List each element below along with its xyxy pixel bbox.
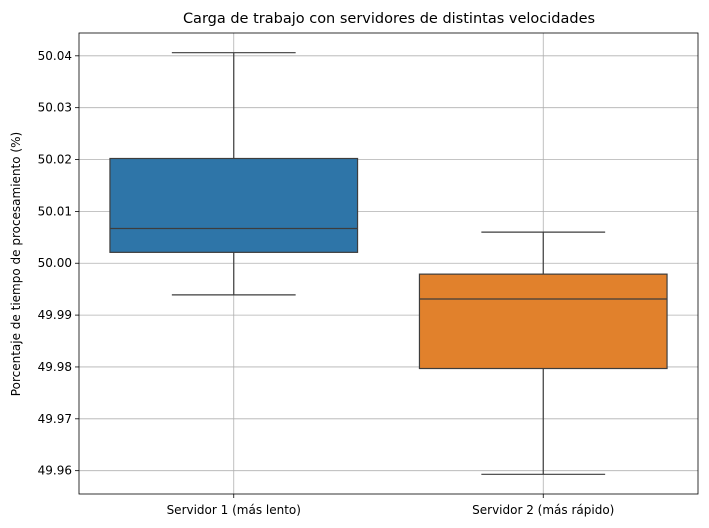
x-tick-label: Servidor 2 (más rápido) — [472, 503, 614, 517]
box-2 — [418, 231, 668, 475]
y-tick-label: 50.02 — [38, 153, 72, 167]
y-tick-label: 50.04 — [38, 49, 72, 63]
y-tick-label: 50.03 — [38, 101, 72, 115]
y-tick-label: 49.98 — [38, 360, 72, 374]
ticks-group: 49.96 49.97 49.98 49.99 50.00 50.01 50.02 50.03… — [38, 49, 615, 517]
y-tick-label: 49.97 — [38, 412, 72, 426]
y-tick-label: 50.01 — [38, 204, 72, 218]
x-tick-label: Servidor 1 (más lento) — [167, 503, 301, 517]
boxes-group — [109, 52, 668, 475]
iqr-box — [418, 273, 668, 370]
y-tick-label: 49.96 — [38, 464, 72, 478]
plot-frame — [78, 32, 699, 495]
box-1 — [109, 52, 359, 296]
chart-title: Carga de trabajo con servidores de disti… — [183, 11, 595, 27]
y-axis-label: Porcentaje de tiempo de procesamiento (%… — [9, 132, 23, 396]
y-tick-label: 50.00 — [38, 256, 72, 270]
grid-lines — [79, 33, 698, 494]
y-tick-label: 49.99 — [38, 308, 72, 322]
iqr-box — [109, 157, 359, 253]
